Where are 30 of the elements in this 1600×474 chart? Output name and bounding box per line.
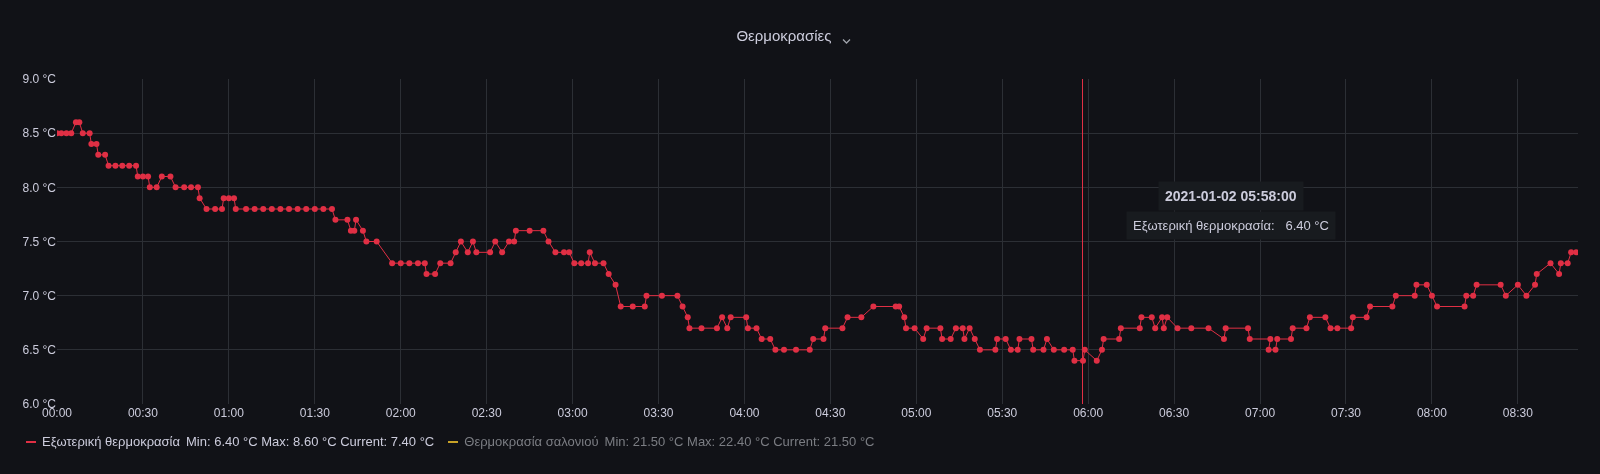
x-tick-label: 01:30	[299, 406, 331, 420]
y-tick-label: 8.5 °C	[22, 126, 57, 141]
y-tick-label: 7.5 °C	[22, 234, 57, 249]
x-tick-label: 08:30	[1502, 406, 1534, 420]
y-tick-label: 7.0 °C	[22, 288, 57, 303]
annotation: 2021-01-02 05:58:00	[1165, 188, 1297, 204]
legend-label: Θερμοκρασία σαλονιού	[464, 434, 599, 449]
x-tick-label: 06:30	[1159, 406, 1190, 420]
x-tick-label: 05:00	[901, 406, 932, 420]
x-tick-label: 04:00	[729, 406, 760, 420]
x-tick-label: 00:30	[127, 406, 159, 420]
text: Min: 21.50 °C Max: 22.40 °C Current: 21.50 °C	[604, 434, 875, 449]
y-tick-label: 8.0 °C	[22, 180, 57, 195]
x-tick-label: 02:00	[385, 406, 417, 420]
x-tick-label: 05:30	[987, 406, 1018, 420]
x-tick-label: 08:00	[1416, 406, 1448, 420]
chart-title: Θερμοκρασίες	[736, 26, 832, 44]
x-tick-label: 07:00	[1245, 406, 1276, 420]
x-tick-label: 04:30	[815, 406, 846, 420]
text: Min: 6.40 °C Max: 8.60 °C Current: 7.40 °C	[186, 434, 435, 449]
x-tick-label: 03:00	[557, 406, 588, 420]
x-tick-label: 02:30	[471, 406, 502, 420]
legend-label: Εξωτερική θερμοκρασία	[42, 434, 180, 449]
y-tick-label: 9.0 °C	[22, 72, 57, 87]
x-tick-label: 07:30	[1330, 406, 1362, 420]
x-tick-label: 06:00	[1073, 406, 1104, 420]
y-tick-label: 6.5 °C	[22, 343, 57, 358]
x-tick-label: 01:00	[213, 406, 245, 420]
x-tick-label: 03:30	[643, 406, 674, 420]
annotation: Εξωτερική θερμοκρασία: 6.40 °C	[1133, 218, 1329, 233]
